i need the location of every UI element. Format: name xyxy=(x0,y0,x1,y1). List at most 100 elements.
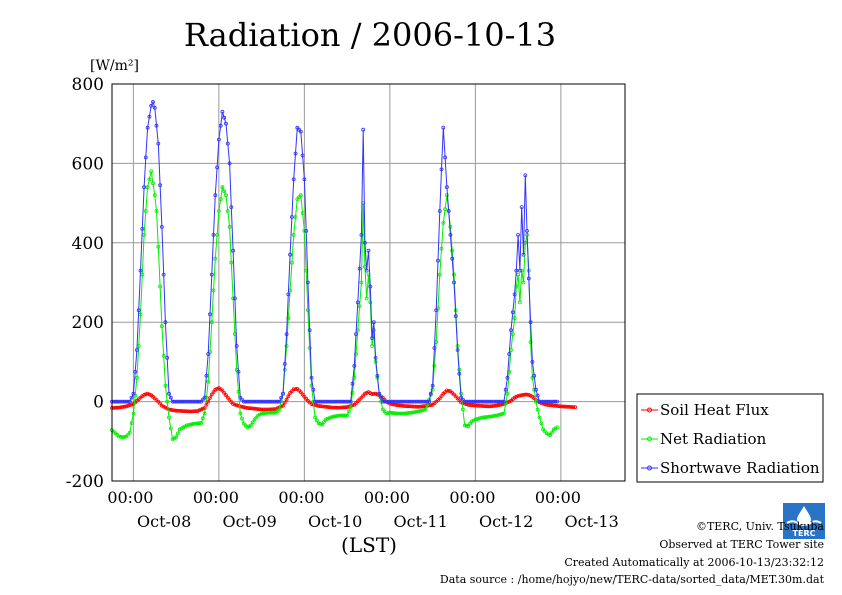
series-point xyxy=(122,434,127,439)
series-point xyxy=(521,252,526,257)
series-point xyxy=(402,404,407,408)
series-point xyxy=(469,399,474,404)
series-point xyxy=(247,406,252,411)
series-point xyxy=(211,288,216,293)
series-point xyxy=(229,260,234,265)
series-point xyxy=(165,399,170,404)
series-point xyxy=(407,410,412,415)
series-point xyxy=(373,355,378,360)
series-point xyxy=(168,395,173,400)
series-point xyxy=(208,396,212,400)
series-point xyxy=(152,193,157,198)
x-tick-date: Oct-13 xyxy=(564,512,618,531)
series-point xyxy=(409,404,414,409)
series-point xyxy=(300,211,305,215)
series-point xyxy=(343,413,348,418)
series-point xyxy=(145,185,150,190)
logo: TERC xyxy=(783,503,825,543)
series-point xyxy=(466,399,471,404)
series-point xyxy=(405,399,410,404)
series-point xyxy=(416,409,421,414)
series-point xyxy=(521,392,526,397)
logo-text: TERC xyxy=(793,529,816,538)
series-point xyxy=(277,399,282,404)
legend-swatch-marker xyxy=(647,407,652,413)
series-point xyxy=(188,409,193,414)
series-point xyxy=(163,383,168,388)
series-point xyxy=(158,284,163,289)
series-point xyxy=(257,407,262,412)
series-point xyxy=(320,399,325,404)
series-point xyxy=(134,348,139,352)
series-point xyxy=(122,404,127,409)
series-point xyxy=(498,412,503,417)
series-point xyxy=(494,399,499,404)
series-point xyxy=(149,169,154,174)
series-point xyxy=(480,415,485,420)
series-point xyxy=(557,404,561,409)
series-point xyxy=(191,399,196,404)
series-point xyxy=(437,396,442,401)
y-tick-label: 200 xyxy=(72,313,104,333)
series-point xyxy=(370,392,375,397)
series-point xyxy=(386,411,391,416)
series-point xyxy=(113,405,118,410)
series-point xyxy=(325,416,330,421)
series-point xyxy=(555,425,560,430)
series-point xyxy=(197,421,202,426)
series-point xyxy=(220,109,225,114)
legend-box xyxy=(636,393,824,483)
series-point xyxy=(140,226,145,231)
series-point xyxy=(188,422,193,427)
series-point xyxy=(134,375,139,380)
series-point xyxy=(496,399,501,404)
series-line xyxy=(112,100,558,403)
series-point xyxy=(320,422,325,427)
series-point xyxy=(318,404,323,409)
series-point xyxy=(216,137,221,142)
series-point xyxy=(437,272,442,277)
series-point xyxy=(487,414,492,419)
series-point xyxy=(133,369,138,374)
series-point xyxy=(250,420,255,425)
series-point xyxy=(177,408,182,413)
series-point xyxy=(395,411,399,416)
series-point xyxy=(528,340,533,345)
series-point xyxy=(184,409,189,414)
series-point xyxy=(241,405,246,410)
series-point xyxy=(489,404,494,409)
series-point xyxy=(159,324,164,329)
series-point xyxy=(240,416,244,421)
series-point xyxy=(434,308,439,313)
credit-site: Observed at TERC Tower site xyxy=(659,538,824,551)
series-point xyxy=(234,403,239,408)
series-point xyxy=(484,415,489,420)
series-point xyxy=(428,403,433,408)
series-point xyxy=(526,276,531,281)
series-point xyxy=(371,391,376,396)
series-point xyxy=(345,399,350,404)
series-point xyxy=(224,193,228,198)
series-point xyxy=(191,409,196,414)
series-point xyxy=(391,399,396,404)
series-point xyxy=(518,393,522,398)
x-tick-time: 00:00 xyxy=(449,488,495,507)
plot-frame xyxy=(111,83,626,482)
series-point xyxy=(220,388,225,393)
series-point xyxy=(403,399,408,404)
series-point xyxy=(248,399,253,404)
series-point xyxy=(535,407,540,412)
series-point xyxy=(510,332,515,337)
series-point xyxy=(343,405,348,410)
series-point xyxy=(459,400,464,405)
series-point xyxy=(184,399,189,404)
series-point xyxy=(555,404,560,408)
series-point xyxy=(541,399,545,404)
series-point xyxy=(131,391,136,396)
series-point xyxy=(393,411,398,416)
x-tick-time: 00:00 xyxy=(535,488,581,507)
series-point xyxy=(457,371,462,376)
series-point xyxy=(535,393,540,398)
series-point xyxy=(443,155,448,160)
